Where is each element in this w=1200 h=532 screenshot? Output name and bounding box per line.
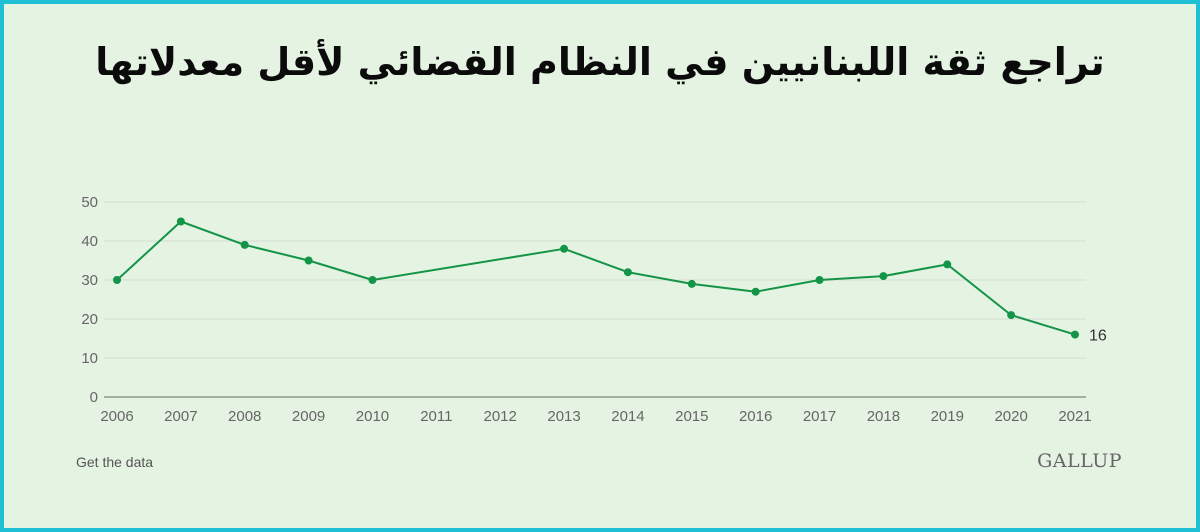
y-tick-label: 20: [81, 311, 98, 328]
data-point[interactable]: [687, 279, 696, 288]
line-chart: 0 10 20 30 40 50 2006 2007 2008 2009 2010 2011 2012…: [81, 194, 1107, 425]
annotations: 16: [1089, 328, 1107, 345]
data-point[interactable]: [751, 287, 760, 296]
x-tick-label: 2013: [547, 408, 580, 425]
y-tick-label: 30: [81, 272, 98, 289]
data-point[interactable]: [1007, 311, 1016, 320]
data-point[interactable]: [113, 276, 121, 284]
data-point[interactable]: [879, 272, 888, 281]
data-point[interactable]: [368, 276, 377, 284]
y-tick-label: 0: [90, 389, 98, 406]
data-point[interactable]: [304, 256, 313, 265]
data-point[interactable]: [176, 217, 185, 226]
data-point[interactable]: [943, 260, 952, 269]
x-tick-label: 2015: [675, 408, 708, 425]
x-tick-label: 2019: [931, 408, 964, 425]
series-line: [116, 220, 1076, 336]
x-tick-label: 2014: [611, 408, 644, 425]
data-point[interactable]: [1071, 330, 1079, 339]
x-tick-label: 2011: [420, 408, 452, 425]
x-tick-label: 2016: [739, 408, 772, 425]
get-the-data-link[interactable]: Get the data: [76, 454, 154, 470]
data-point[interactable]: [815, 276, 824, 284]
y-tick-label: 40: [81, 233, 98, 250]
x-tick-label: 2008: [228, 408, 261, 425]
chart-title: تراجع ثقة اللبنانيين في النظام القضائي ل…: [95, 40, 1105, 84]
x-tick-label: 2018: [867, 408, 900, 425]
x-tick-label: 2009: [292, 408, 325, 425]
y-tick-label: 50: [81, 194, 98, 211]
y-axis-ticks: 0 10 20 30 40 50: [81, 194, 98, 406]
x-tick-label: 2012: [484, 408, 517, 425]
data-label: 16: [1089, 328, 1107, 345]
data-point[interactable]: [240, 240, 249, 249]
x-tick-label: 2007: [164, 408, 197, 425]
data-point[interactable]: [560, 244, 569, 253]
x-axis-ticks: 2006 2007 2008 2009 2010 2011 2012 2013 2014 2015…: [100, 408, 1091, 425]
y-tick-label: 10: [81, 350, 98, 367]
x-tick-label: 2021: [1058, 408, 1091, 425]
data-point[interactable]: [623, 268, 632, 277]
x-tick-label: 2020: [994, 408, 1027, 425]
chart-frame: تراجع ثقة اللبنانيين في النظام القضائي ل…: [4, 4, 1196, 528]
x-tick-label: 2017: [803, 408, 836, 425]
series-layer: [113, 217, 1079, 339]
x-tick-label: 2010: [356, 408, 389, 425]
gallup-logo: GALLUP: [1037, 450, 1122, 472]
x-tick-label: 2006: [100, 408, 133, 425]
grid-lines: [104, 201, 1086, 398]
